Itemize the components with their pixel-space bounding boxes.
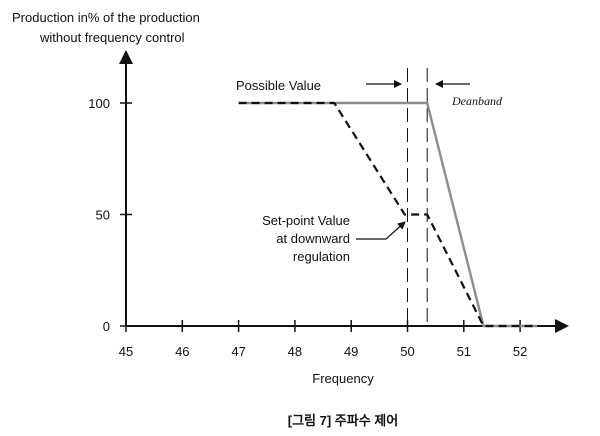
x-axis-title: Frequency [312, 371, 374, 386]
x-tick-label: 47 [231, 344, 245, 359]
setpoint-leader-arrow [356, 221, 406, 240]
x-tick-label: 49 [344, 344, 358, 359]
ticks-layer: 45 46 47 48 49 50 51 52 0 50 100 [88, 96, 527, 359]
y-tick-label: 100 [88, 96, 110, 111]
x-tick-label: 45 [119, 344, 133, 359]
x-tick-label: 50 [400, 344, 414, 359]
deadband-label: Deanband [451, 94, 503, 108]
x-axis-arrowhead [555, 319, 569, 333]
x-tick-label: 51 [457, 344, 471, 359]
y-tick-label: 0 [103, 319, 110, 334]
x-tick-label: 48 [288, 344, 302, 359]
setpoint-label-line-2: at downward [276, 231, 350, 246]
y-axis-title-line-2: without frequency control [39, 30, 185, 45]
setpoint-label-line-3: regulation [293, 249, 350, 264]
figure-caption: [그림 7] 주파수 제어 [288, 413, 398, 428]
y-axis-arrowhead [119, 50, 133, 64]
x-tick-label: 52 [513, 344, 527, 359]
y-axis-title-line-1: Production in% of the production [12, 10, 200, 25]
y-tick-label: 50 [96, 208, 110, 223]
setpoint-label-line-1: Set-point Value [262, 213, 350, 228]
series-setpoint-line [238, 101, 537, 328]
series-layer [238, 101, 537, 328]
possible-value-label: Possible Value [236, 78, 321, 93]
x-tick-label: 46 [175, 344, 189, 359]
deadband-layer [407, 68, 428, 326]
